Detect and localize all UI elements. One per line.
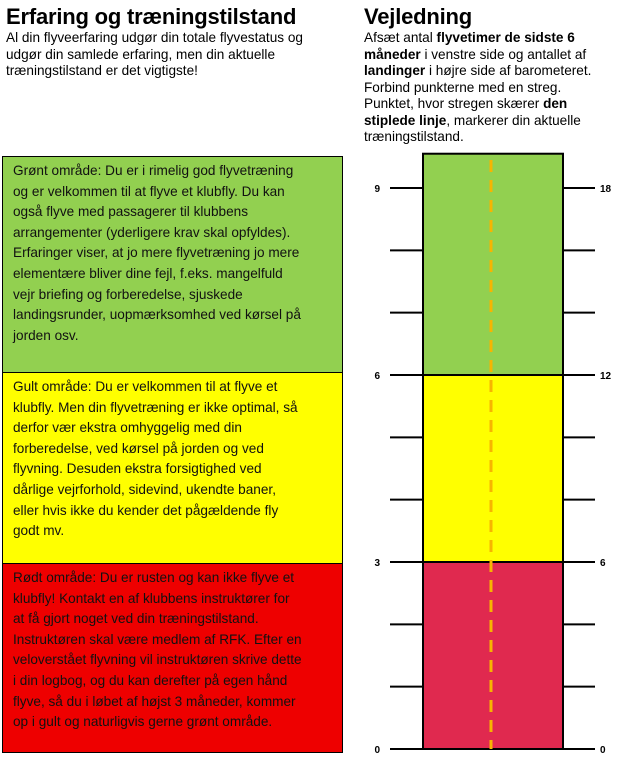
- zone-text-line: klubfly! Kontakt en af klubbens instrukt…: [13, 590, 290, 606]
- left-title: Erfaring og træningstilstand: [6, 4, 297, 29]
- right-scale-label: 12: [600, 371, 612, 382]
- intro-bold: flyvetimer de sidste 6: [436, 30, 575, 45]
- intro-text: træningstilstand.: [364, 129, 464, 144]
- right-scale-label: 6: [600, 558, 606, 569]
- zone-text-line: og er velkommen til at flyve et klubfly.…: [13, 183, 285, 199]
- band-green: [422, 152, 564, 377]
- zone-text-line: godt mv.: [13, 523, 65, 539]
- zone-text-line: veloverstået flyvning vil instruktøren s…: [13, 652, 302, 668]
- band-yellow: [422, 374, 564, 563]
- right-scale-label: 0: [600, 745, 606, 756]
- intro-text: i højre side af barometeret.: [425, 63, 592, 78]
- intro-text: , markerer din aktuelle: [446, 112, 581, 128]
- intro-line: udgør din samlede erfaring, men din aktu…: [6, 46, 276, 62]
- zone-green: Grønt område: Du er i rimelig god flyvet…: [2, 156, 343, 373]
- intro-line: Al din flyveerfaring udgør din totale fl…: [6, 30, 303, 45]
- zone-text-line: op i gult og naturligvis gerne grønt omr…: [13, 714, 273, 730]
- left-scale-label: 0: [374, 745, 380, 756]
- zone-text-line: Erfaringer viser, at jo mere flyvetrænin…: [13, 245, 300, 261]
- zone-text-line: Gult område: Du er velkommen til at flyv…: [13, 379, 278, 394]
- training-barometer: 0 3 6 9 0 6 12 18: [374, 152, 612, 756]
- zone-red: Rødt område: Du er rusten og kan ikke fl…: [2, 563, 343, 753]
- intro-bold: landinger: [364, 63, 426, 78]
- right-scale-label: 18: [600, 184, 612, 195]
- zone-text-line: jorden osv.: [13, 327, 79, 343]
- intro-text: Afsæt antal: [364, 30, 437, 45]
- zone-text-line: flyvning. Desuden ekstra forsigtighed ve…: [13, 461, 262, 477]
- right-intro: Afsæt antal flyvetimer de sidste 6 måned…: [364, 30, 633, 146]
- zone-text-line: derfor vær ekstra omhyggelig med din: [13, 420, 242, 436]
- band-red: [422, 561, 564, 750]
- zone-text-line: elementære bliver dine fejl, f.eks. mang…: [13, 265, 283, 281]
- zone-text-line: også flyve med passagerer til klubbens: [13, 204, 248, 220]
- left-scale-label: 3: [374, 558, 380, 569]
- zone-text-line: at få gjort noget ved din træningstilsta…: [13, 611, 259, 627]
- zone-text-line: klubfly. Men din flyvetræning er ikke op…: [13, 399, 298, 415]
- zone-text-line: arrangementer (yderligere krav skal opfy…: [13, 224, 291, 240]
- zone-text-line: dårlige vejrforhold, sidevind, ukendte b…: [13, 481, 276, 497]
- zone-text-line: i din logbog, og du kan derefter på egen…: [13, 672, 288, 688]
- right-title: Vejledning: [364, 4, 473, 29]
- left-intro: Al din flyveerfaring udgør din totale fl…: [6, 30, 303, 80]
- zone-text-line: eller hvis ikke du kender det pågældende…: [13, 502, 279, 518]
- zone-text-line: vejr briefing og forberedelse, sjuskede: [13, 286, 243, 302]
- zone-text-line: Grønt område: Du er i rimelig god flyvet…: [13, 163, 294, 178]
- zone-text-line: landingsrunder, uopmærksomhed ved kørsel…: [13, 307, 301, 323]
- zone-yellow: Gult område: Du er velkommen til at flyv…: [2, 372, 343, 564]
- intro-text: Forbind punkterne med en streg.: [364, 79, 562, 95]
- intro-line: træningstilstand er det vigtigste!: [6, 63, 198, 78]
- left-scale-label: 9: [374, 184, 380, 195]
- intro-text: Punktet, hvor stregen skærer: [364, 96, 544, 111]
- zone-text-line: Rødt område: Du er rusten og kan ikke fl…: [13, 570, 295, 585]
- zone-text-line: forberedelse, ved kørsel på jorden og ve…: [13, 440, 264, 456]
- intro-bold: måneder: [364, 46, 421, 62]
- zone-text-line: Instruktøren skal være medlem af RFK. Ef…: [13, 631, 302, 647]
- intro-text: i venstre side og antallet af: [420, 46, 587, 62]
- zone-text-line: flyve, så du i løbet af højst 3 måneder,…: [13, 693, 296, 709]
- left-scale-label: 6: [374, 371, 380, 382]
- intro-bold: stiplede linje: [364, 112, 447, 128]
- intro-bold: den: [543, 96, 568, 111]
